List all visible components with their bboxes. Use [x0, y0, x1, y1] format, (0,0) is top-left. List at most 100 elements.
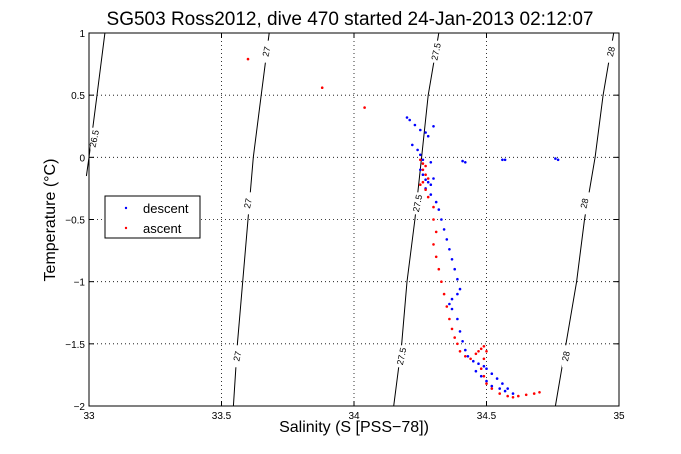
point-descent — [453, 267, 457, 271]
density-contours: 26.5 27 27 27 27.5 27.5 27.5 28 28 28 — [85, 32, 617, 407]
point-descent — [419, 153, 422, 157]
contour-label-28: 28 — [579, 197, 591, 209]
point-descent — [413, 123, 417, 127]
point-ascent — [424, 164, 427, 168]
point-descent — [464, 348, 467, 352]
point-descent — [495, 377, 499, 380]
contour-label-bg — [562, 345, 571, 368]
y-axis-label: Temperature (°C) — [42, 159, 59, 282]
point-ascent — [320, 86, 324, 89]
contour-label-bg — [244, 192, 253, 215]
point-ascent — [485, 382, 488, 385]
legend-box — [104, 195, 201, 239]
point-descent — [429, 183, 433, 186]
point-descent — [442, 228, 446, 231]
contour-label-bg — [397, 345, 407, 368]
x-axis-label: Salinity (S [PSS−78]) — [279, 419, 429, 436]
point-ascent — [538, 391, 541, 394]
point-descent — [461, 340, 464, 343]
x-tick-label: 34.5 — [477, 411, 497, 422]
legend-marker-ascent — [124, 226, 128, 230]
point-descent — [426, 180, 430, 184]
point-descent — [450, 258, 454, 261]
point-ascent — [524, 393, 528, 397]
point-ascent — [437, 267, 441, 271]
point-descent — [429, 161, 433, 164]
density-contour-27.5 — [393, 32, 440, 407]
point-ascent — [490, 387, 494, 390]
point-ascent — [482, 345, 486, 348]
point-descent — [424, 178, 427, 181]
point-descent — [432, 177, 435, 180]
point-ascent — [434, 230, 438, 234]
point-descent — [479, 374, 483, 378]
point-descent — [405, 116, 409, 119]
point-ascent — [432, 205, 435, 209]
point-descent — [458, 330, 462, 333]
point-descent — [411, 143, 414, 147]
point-descent — [485, 379, 488, 383]
contour-label-bg — [233, 345, 243, 368]
point-ascent — [434, 255, 438, 259]
point-descent — [437, 208, 441, 211]
y-tick-label: −0.5 — [65, 216, 85, 227]
contour-label-27: 27 — [231, 350, 243, 362]
point-descent — [556, 158, 560, 162]
point-descent — [503, 158, 507, 162]
point-ascent — [448, 317, 451, 321]
legend: descent ascent — [104, 195, 201, 239]
point-descent — [448, 302, 451, 306]
plot-area: 26.5 27 27 27 27.5 27.5 27.5 28 28 28 33 33.5 34 34.… — [65, 29, 625, 422]
point-descent — [506, 387, 510, 390]
contour-label-27.5: 27.5 — [411, 194, 424, 213]
contour-label-bg — [90, 127, 100, 150]
point-ascent — [482, 357, 486, 361]
contour-label-27.5: 27.5 — [395, 347, 408, 366]
point-descent — [498, 387, 502, 390]
contour-label-27.5: 27.5 — [429, 42, 442, 61]
legend-label-ascent: ascent — [143, 221, 182, 236]
x-tick-label: 33.5 — [212, 411, 232, 422]
point-descent — [474, 369, 478, 373]
point-ascent — [506, 394, 510, 398]
data-points — [246, 57, 560, 399]
x-tick-label: 35 — [613, 411, 625, 422]
point-descent — [450, 297, 454, 301]
y-tick-label: −1 — [74, 278, 86, 289]
point-ascent — [424, 188, 427, 191]
density-contour-28 — [554, 32, 615, 407]
point-descent — [448, 248, 451, 251]
contour-label-28: 28 — [560, 350, 572, 362]
point-descent — [416, 148, 419, 152]
point-descent — [450, 307, 454, 311]
point-descent — [429, 193, 433, 196]
point-descent — [408, 118, 412, 122]
point-ascent — [456, 342, 459, 346]
point-descent — [503, 389, 507, 393]
point-ascent — [363, 106, 366, 109]
point-descent — [440, 218, 443, 221]
density-contour-26.5 — [85, 32, 106, 177]
grid — [89, 33, 619, 406]
point-ascent — [426, 177, 430, 180]
point-ascent — [246, 57, 250, 61]
point-ascent — [479, 367, 483, 371]
contour-label-26.5: 26.5 — [88, 129, 101, 148]
chart-title: SG503 Ross2012, dive 470 started 24-Jan-… — [107, 9, 594, 30]
point-ascent — [419, 158, 422, 162]
point-ascent — [442, 292, 446, 296]
point-ascent — [421, 162, 425, 165]
x-tick-label: 33 — [83, 411, 95, 422]
point-ascent — [511, 396, 515, 399]
legend-label-descent: descent — [143, 201, 189, 216]
x-tick-label: 34 — [348, 411, 360, 422]
contour-label-bg — [413, 192, 423, 215]
y-tick-label: −1.5 — [65, 340, 85, 351]
point-descent — [421, 173, 425, 176]
point-descent — [482, 364, 486, 368]
point-descent — [456, 292, 459, 296]
y-tick-label: 0 — [79, 153, 85, 164]
density-contour-27 — [232, 32, 270, 407]
point-descent — [456, 317, 459, 321]
